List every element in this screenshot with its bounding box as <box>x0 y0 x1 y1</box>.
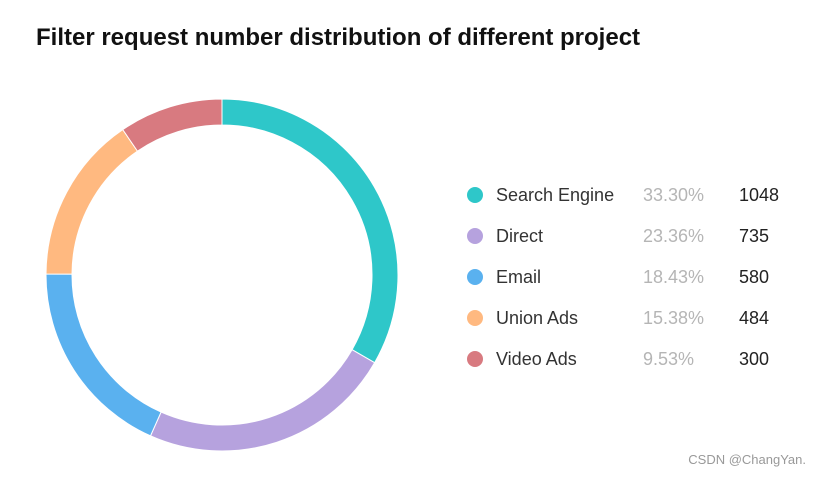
legend-percentage: 18.43% <box>643 267 705 287</box>
legend-label: Union Ads <box>496 308 579 328</box>
legend-item[interactable]: Direct 23.36% 735 <box>463 219 793 260</box>
legend-label: Search Engine <box>496 185 615 205</box>
legend-item[interactable]: Search Engine 33.30% 1048 <box>463 178 793 219</box>
legend-percentage: 9.53% <box>643 349 695 369</box>
legend-item[interactable]: Email 18.43% 580 <box>463 260 793 301</box>
donut-chart <box>45 98 399 452</box>
chart-legend: Search Engine 33.30% 1048 Direct 23.36% 735 Em… <box>463 178 793 383</box>
legend-item[interactable]: Union Ads 15.38% 484 <box>463 301 793 342</box>
donut-slice-search-engine[interactable] <box>221 98 399 364</box>
legend-percentage: 23.36% <box>643 226 705 246</box>
legend-value: 1048 <box>739 185 780 205</box>
legend-color-dot <box>467 351 483 367</box>
legend-color-dot <box>467 310 483 326</box>
legend-item[interactable]: Video Ads 9.53% 300 <box>463 342 793 383</box>
legend-color-dot <box>467 187 483 203</box>
watermark: CSDN @ChangYan. <box>688 452 806 467</box>
legend-value: 484 <box>739 308 770 328</box>
donut-slice-email[interactable] <box>45 273 162 437</box>
legend-percentage: 33.30% <box>643 185 705 205</box>
legend-value: 300 <box>739 349 770 369</box>
legend-color-dot <box>467 228 483 244</box>
legend-value: 580 <box>739 267 770 287</box>
chart-title: Filter request number distribution of di… <box>36 24 641 51</box>
donut-slice-direct[interactable] <box>149 349 376 452</box>
legend-label: Direct <box>496 226 544 246</box>
legend-label: Email <box>496 267 542 287</box>
legend-label: Video Ads <box>496 349 577 369</box>
legend-color-dot <box>467 269 483 285</box>
legend-percentage: 15.38% <box>643 308 705 328</box>
donut-slice-video-ads[interactable] <box>122 98 223 152</box>
donut-slice-union-ads[interactable] <box>45 128 139 275</box>
legend-value: 735 <box>739 226 770 246</box>
